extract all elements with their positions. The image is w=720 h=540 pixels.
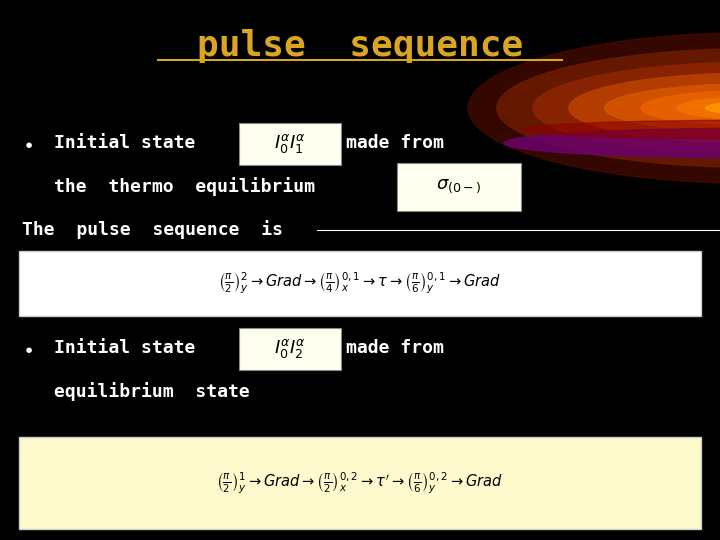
Ellipse shape: [522, 120, 720, 139]
Ellipse shape: [605, 84, 720, 132]
Text: $\left(\frac{\pi}{2}\right)^{1}_{y} \rightarrow Grad \rightarrow \left(\frac{\pi: $\left(\frac{\pi}{2}\right)^{1}_{y} \rig…: [217, 471, 503, 496]
Text: the  thermo  equilibrium: the thermo equilibrium: [54, 177, 315, 196]
FancyBboxPatch shape: [239, 123, 341, 165]
Text: $I^{\alpha}_{0}I^{\alpha}_{2}$: $I^{\alpha}_{0}I^{\alpha}_{2}$: [274, 337, 306, 360]
Ellipse shape: [497, 49, 720, 167]
Ellipse shape: [504, 128, 720, 158]
Text: made from: made from: [346, 339, 444, 357]
FancyBboxPatch shape: [19, 437, 701, 529]
Text: $\bullet$: $\bullet$: [22, 133, 32, 153]
Text: equilibrium  state: equilibrium state: [54, 382, 250, 401]
FancyBboxPatch shape: [19, 251, 701, 316]
Text: $\sigma_{(0-)}$: $\sigma_{(0-)}$: [436, 177, 482, 195]
Ellipse shape: [677, 97, 720, 119]
Text: made from: made from: [346, 134, 444, 152]
Ellipse shape: [641, 90, 720, 126]
Ellipse shape: [569, 73, 720, 143]
Ellipse shape: [706, 102, 720, 115]
Text: $I^{\alpha}_{0}I^{\alpha}_{1}$: $I^{\alpha}_{0}I^{\alpha}_{1}$: [274, 132, 306, 154]
FancyBboxPatch shape: [239, 328, 341, 370]
Text: $\left(\frac{\pi}{2}\right)^{2}_{y} \rightarrow Grad \rightarrow \left(\frac{\pi: $\left(\frac{\pi}{2}\right)^{2}_{y} \rig…: [218, 271, 502, 296]
Ellipse shape: [533, 62, 720, 154]
FancyBboxPatch shape: [397, 163, 521, 211]
Text: pulse  sequence: pulse sequence: [197, 29, 523, 63]
Text: The  pulse  sequence  is: The pulse sequence is: [22, 220, 283, 239]
Ellipse shape: [468, 32, 720, 184]
Text: $\bullet$: $\bullet$: [22, 339, 32, 358]
Text: Initial state: Initial state: [54, 134, 195, 152]
Text: Initial state: Initial state: [54, 339, 195, 357]
